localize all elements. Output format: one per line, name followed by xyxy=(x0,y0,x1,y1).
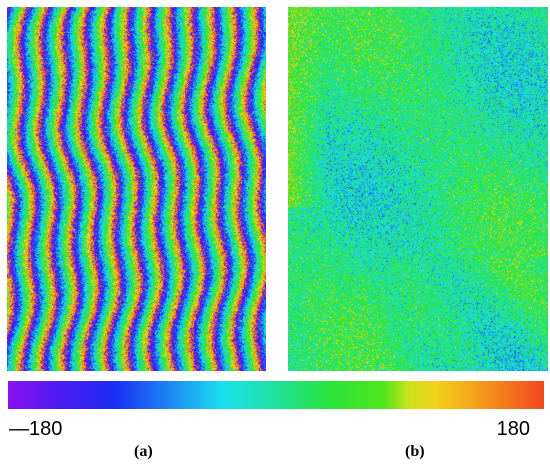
colorbar-max-label: 180 xyxy=(496,418,530,440)
phase-colorbar xyxy=(8,381,544,409)
phase-image-b xyxy=(288,7,548,371)
panel-a-label: (a) xyxy=(134,443,153,460)
colorbar-min-label: —180 xyxy=(9,418,63,440)
interferogram-panel-b xyxy=(288,7,548,371)
phase-image-a xyxy=(7,7,266,371)
interferogram-panel-a xyxy=(7,7,266,371)
panel-b-label: (b) xyxy=(405,443,425,460)
